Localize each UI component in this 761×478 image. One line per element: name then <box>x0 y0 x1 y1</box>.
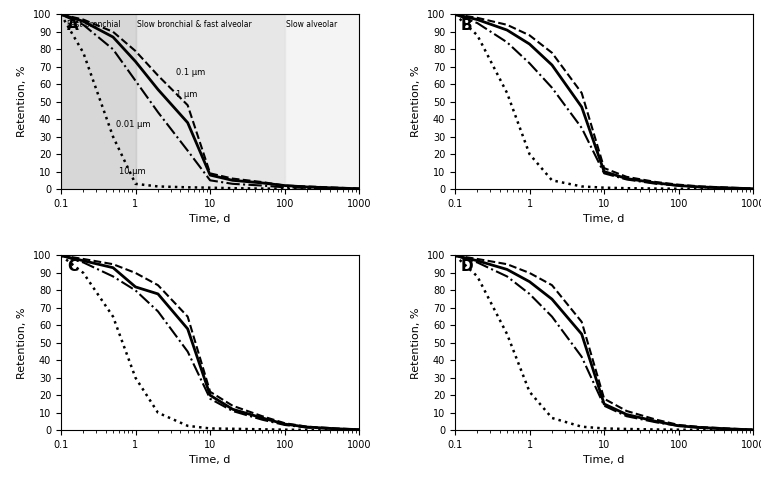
Text: B: B <box>461 18 473 33</box>
Text: 0.01 μm: 0.01 μm <box>116 120 151 129</box>
X-axis label: Time, d: Time, d <box>189 456 231 466</box>
Text: C: C <box>67 259 78 274</box>
Bar <box>61 14 135 189</box>
X-axis label: Time, d: Time, d <box>584 456 625 466</box>
Text: Slow alveolar: Slow alveolar <box>286 20 338 29</box>
Text: 1 μm: 1 μm <box>176 90 197 99</box>
Y-axis label: Retention, %: Retention, % <box>18 307 27 379</box>
Text: 0.1 μm: 0.1 μm <box>176 67 205 76</box>
X-axis label: Time, d: Time, d <box>584 214 625 224</box>
X-axis label: Time, d: Time, d <box>189 214 231 224</box>
Bar <box>285 14 359 189</box>
Text: Fast bronchial: Fast bronchial <box>67 20 120 29</box>
Text: A: A <box>67 18 78 33</box>
Y-axis label: Retention, %: Retention, % <box>411 66 422 138</box>
Y-axis label: Retention, %: Retention, % <box>18 66 27 138</box>
Text: D: D <box>461 259 473 274</box>
Bar <box>135 14 285 189</box>
Text: Slow bronchial & fast alveolar: Slow bronchial & fast alveolar <box>137 20 252 29</box>
Text: 10 μm: 10 μm <box>119 167 145 176</box>
Y-axis label: Retention, %: Retention, % <box>411 307 422 379</box>
